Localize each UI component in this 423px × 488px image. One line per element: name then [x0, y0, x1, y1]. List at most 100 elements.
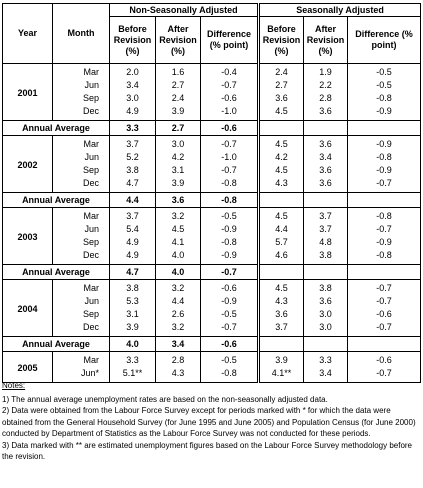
value-cell: -0.5	[347, 79, 422, 92]
value-cell: 2.7	[155, 79, 201, 92]
year-cell: 2005	[2, 351, 53, 383]
annual-value: 2.7	[155, 120, 201, 136]
value-cell: -0.9	[347, 135, 422, 151]
header-row: Year Month Non-Seasonally Adjusted Seasonal…	[2, 3, 422, 64]
value-cell: -0.8	[347, 207, 422, 223]
data-row: Dec 4.9 4.0 -0.9 4.6 3.8 -0.8	[3, 249, 422, 265]
value-cell: 5.2	[109, 151, 156, 164]
value-cell: 4.0	[155, 249, 201, 265]
data-row: 2001 Mar 2.0 1.6 -0.4 2.4 1.9 -0.5	[2, 63, 422, 121]
value-cell: 4.1	[155, 236, 201, 249]
annual-value: 3.4	[155, 336, 201, 352]
value-cell: 3.8	[303, 279, 349, 295]
annual-value: 4.0	[155, 264, 201, 280]
value-cell: 3.7	[109, 207, 156, 223]
annual-value: 4.0	[109, 336, 156, 352]
value-cell: 4.7	[109, 177, 156, 193]
group-header: Non-Seasonally Adjusted	[108, 3, 260, 17]
value-cell: -1.0	[199, 151, 260, 164]
value-cell: 4.3	[257, 177, 305, 193]
column-header: Difference (% point)	[347, 16, 422, 64]
value-cell: 4.5	[257, 164, 305, 177]
value-cell: 4.4	[155, 295, 201, 308]
value-cell: -0.7	[347, 367, 422, 383]
value-cell: -0.9	[347, 236, 422, 249]
value-cell: -0.5	[199, 351, 260, 367]
value-cell: 3.9	[155, 177, 201, 193]
month-cell: Jun	[52, 151, 110, 164]
data-row: Sep 3.1 2.6 -0.5 3.6 3.0 -0.6	[3, 308, 422, 321]
empty-cell	[347, 336, 422, 352]
value-cell: 2.0	[109, 63, 156, 79]
value-cell: -0.7	[347, 279, 422, 295]
value-cell: 4.2	[257, 151, 305, 164]
annual-value: -0.7	[199, 264, 260, 280]
group-header: Seasonally Adjusted	[257, 3, 422, 17]
value-cell: -0.7	[199, 79, 260, 92]
empty-cell	[303, 264, 349, 280]
annual-value: 3.6	[155, 192, 201, 208]
value-cell: 4.5	[257, 105, 305, 121]
annual-label: Annual Average	[2, 336, 110, 352]
value-cell: 3.3	[109, 351, 156, 367]
month-cell: Jun	[52, 295, 110, 308]
value-cell: -0.8	[347, 151, 422, 164]
value-cell: 4.5	[257, 135, 305, 151]
value-cell: -0.9	[199, 249, 260, 265]
month-cell: Mar	[52, 351, 110, 367]
value-cell: 3.0	[303, 321, 349, 337]
annual-value: -0.6	[199, 120, 260, 136]
data-row: Sep 4.9 4.1 -0.8 5.7 4.8 -0.9	[3, 236, 422, 249]
value-cell: -0.6	[347, 308, 422, 321]
value-cell: 4.5	[257, 279, 305, 295]
data-row: 2002 Mar 3.7 3.0 -0.7 4.5 3.6 -0.9	[2, 135, 422, 193]
value-cell: 3.0	[155, 135, 201, 151]
value-cell: 3.6	[257, 308, 305, 321]
month-cell: Sep	[52, 164, 110, 177]
value-cell: 3.2	[155, 279, 201, 295]
value-cell: 3.8	[109, 164, 156, 177]
note-item: 3) Data marked with ** are estimated une…	[2, 440, 412, 462]
empty-cell	[257, 264, 305, 280]
data-row: Sep 3.8 3.1 -0.7 4.5 3.6 -0.9	[3, 164, 422, 177]
value-cell: 3.0	[109, 92, 156, 105]
data-row: 2004 Mar 3.8 3.2 -0.6 4.5 3.8 -0.7	[2, 279, 422, 337]
value-cell: 4.9	[109, 236, 156, 249]
empty-cell	[347, 264, 422, 280]
data-row: Jun 5.4 4.5 -0.9 4.4 3.7 -0.7	[3, 223, 422, 236]
value-cell: 2.8	[155, 351, 201, 367]
data-row: Jun* 5.1** 4.3 -0.8 4.1** 3.4 -0.7	[3, 367, 422, 383]
value-cell: 2.2	[303, 79, 349, 92]
column-header: After Revision (%)	[303, 16, 349, 64]
value-cell: -0.6	[199, 92, 260, 105]
month-cell: Mar	[52, 135, 110, 151]
value-cell: -1.0	[199, 105, 260, 121]
header-row: Before Revision (%) After Revision (%) Dif…	[3, 16, 422, 64]
month-cell: Sep	[52, 236, 110, 249]
value-cell: 1.9	[303, 63, 349, 79]
value-cell: 4.4	[257, 223, 305, 236]
value-cell: 2.6	[155, 308, 201, 321]
annual-label: Annual Average	[2, 192, 110, 208]
value-cell: 3.6	[303, 295, 349, 308]
value-cell: -0.8	[199, 177, 260, 193]
value-cell: 3.7	[303, 207, 349, 223]
value-cell: -0.7	[347, 321, 422, 337]
value-cell: 3.3	[303, 351, 349, 367]
value-cell: -0.8	[347, 249, 422, 265]
value-cell: -0.6	[347, 351, 422, 367]
month-cell: Jun	[52, 79, 110, 92]
column-header: Before Revision (%)	[109, 16, 156, 64]
column-header: Difference (% point)	[199, 16, 260, 64]
data-row: Jun 3.4 2.7 -0.7 2.7 2.2 -0.5	[3, 79, 422, 92]
empty-cell	[257, 120, 305, 136]
unemployment-table: Year Month Non-Seasonally Adjusted Seasonal…	[2, 3, 422, 383]
notes-title: Notes:	[2, 381, 26, 390]
value-cell: -0.6	[199, 279, 260, 295]
annual-row: Annual Average 4.4 3.6 -0.8	[2, 192, 422, 208]
value-cell: 3.2	[155, 321, 201, 337]
month-cell: Jun	[52, 223, 110, 236]
value-cell: 4.6	[257, 249, 305, 265]
column-header: Before Revision (%)	[257, 16, 305, 64]
